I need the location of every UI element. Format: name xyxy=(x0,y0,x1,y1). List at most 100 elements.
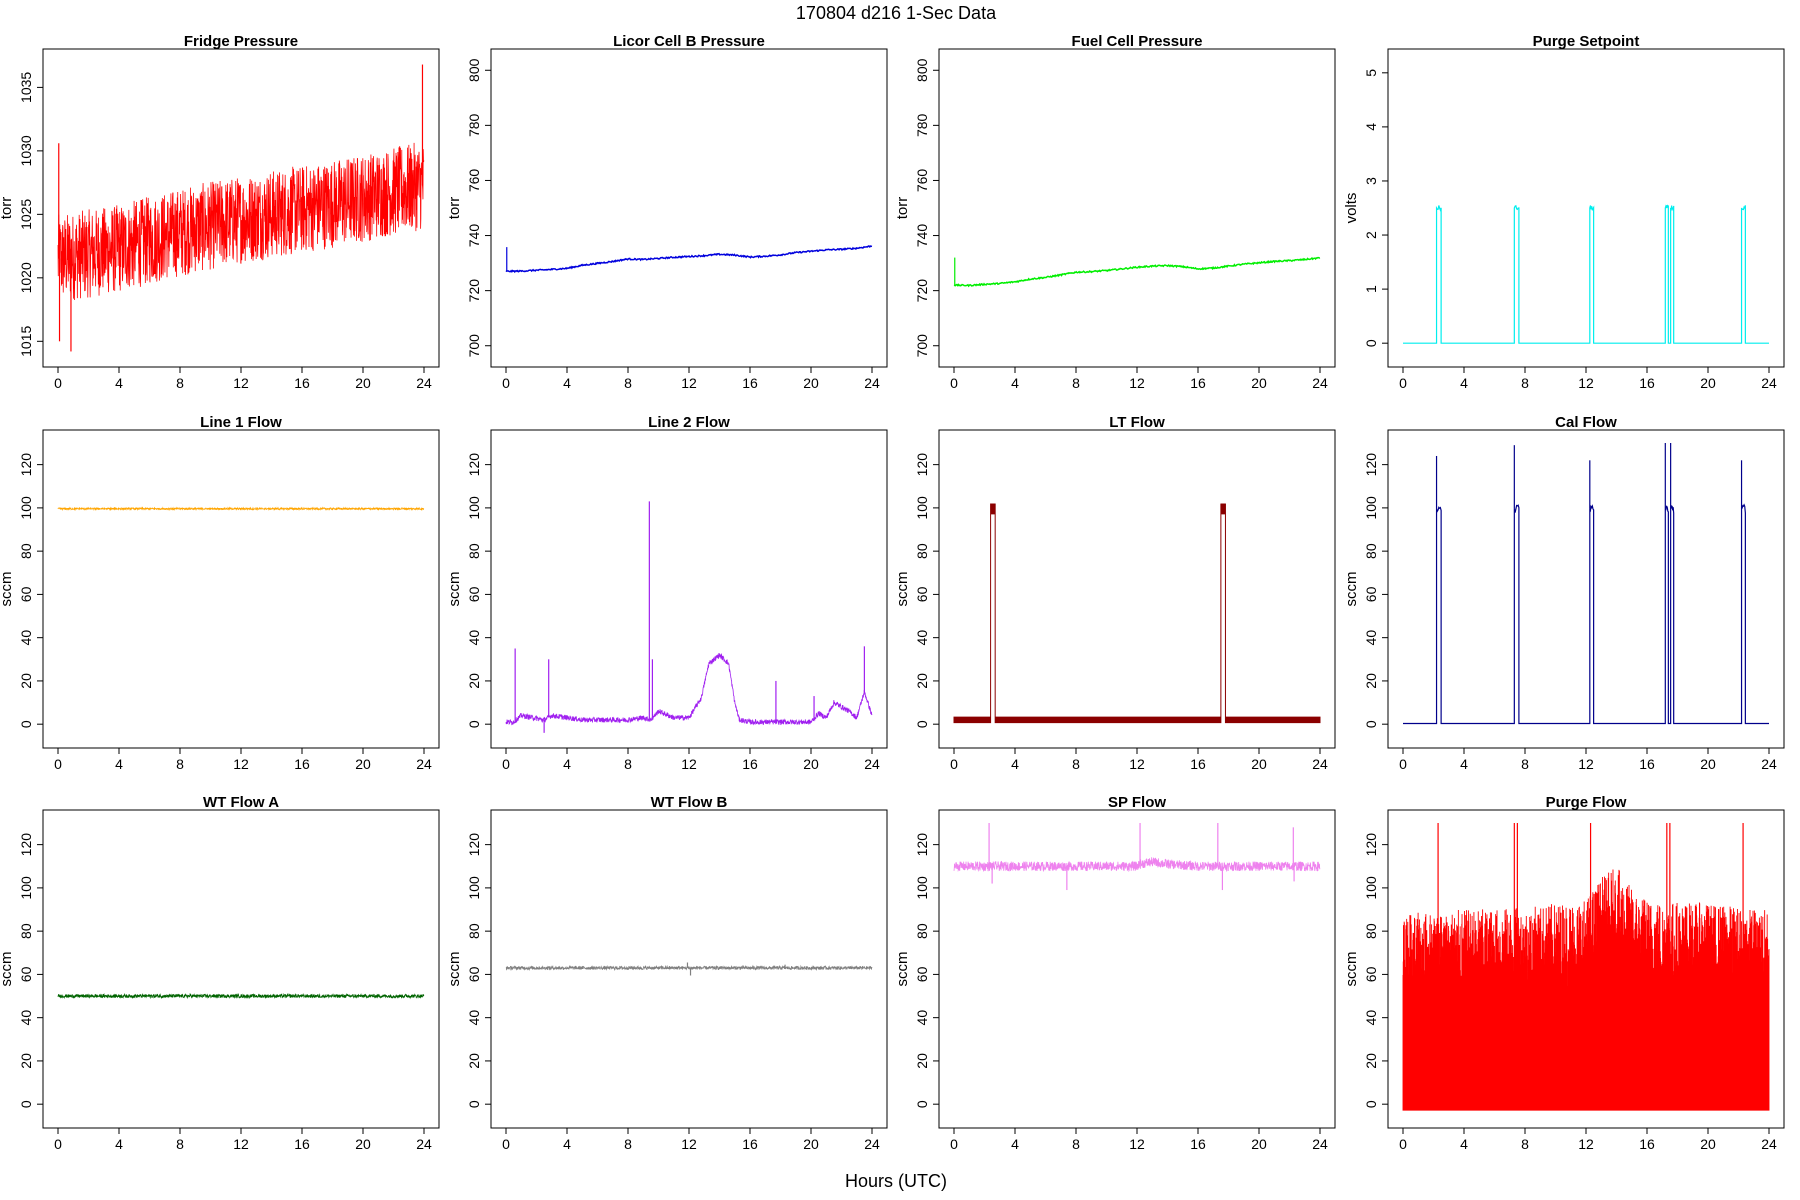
panel-6: 0 4 8 12 16 20 24 0 20 40 60 80 100 120 Line 2 Flow scc… xyxy=(446,414,888,772)
x-tick-label: 20 xyxy=(355,375,371,391)
x-tick-label: 4 xyxy=(563,756,571,772)
x-tick-label: 8 xyxy=(624,1136,632,1152)
y-tick-label: 0 xyxy=(1363,1100,1379,1108)
x-tick-label: 20 xyxy=(1700,1136,1716,1152)
x-tick-label: 20 xyxy=(803,375,819,391)
x-tick-label: 0 xyxy=(1399,1136,1407,1152)
x-tick-label: 12 xyxy=(1578,375,1594,391)
plot-area xyxy=(57,64,425,352)
series-line xyxy=(1403,204,1769,344)
x-tick-label: 16 xyxy=(1190,375,1206,391)
x-tick-label: 24 xyxy=(416,1136,432,1152)
plot-frame xyxy=(490,429,888,749)
x-tick-label: 8 xyxy=(176,375,184,391)
y-tick-label: 0 xyxy=(914,1100,930,1108)
x-tick-label: 4 xyxy=(563,1136,571,1152)
x-tick-label: 4 xyxy=(1460,756,1468,772)
y-tick-label: 0 xyxy=(1363,339,1379,347)
panel-title: Fridge Pressure xyxy=(184,33,298,50)
y-tick-label: 700 xyxy=(914,334,930,358)
plot-frame xyxy=(490,48,888,368)
y-tick-label: 100 xyxy=(18,876,34,900)
x-tick-label: 8 xyxy=(1072,1136,1080,1152)
y-tick-label: 100 xyxy=(914,496,930,520)
y-axis-label: sccm xyxy=(894,952,911,987)
x-tick-label: 24 xyxy=(864,756,880,772)
plot-area xyxy=(505,501,873,733)
y-tick-label: 20 xyxy=(914,673,930,689)
y-tick-label: 100 xyxy=(914,876,930,900)
y-tick-label: 100 xyxy=(1363,876,1379,900)
y-tick-label: 80 xyxy=(1363,543,1379,559)
y-tick-label: 20 xyxy=(466,673,482,689)
x-tick-label: 0 xyxy=(54,756,62,772)
plot-area xyxy=(953,503,1321,724)
y-axis-label: sccm xyxy=(0,952,15,987)
panel-5: 0 4 8 12 16 20 24 0 20 40 60 80 100 120 Line 1 Flow scc… xyxy=(0,414,440,772)
x-tick-label: 12 xyxy=(233,1136,249,1152)
x-tick-label: 24 xyxy=(1312,756,1328,772)
y-tick-label: 120 xyxy=(18,453,34,477)
panel-8: 0 4 8 12 16 20 24 0 20 40 60 80 100 120 Cal Flow sccm xyxy=(1343,414,1785,772)
panel-7: 0 4 8 12 16 20 24 0 20 40 60 80 100 120 LT Flow sccm xyxy=(894,414,1336,772)
x-tick-label: 24 xyxy=(416,756,432,772)
x-tick-label: 24 xyxy=(864,1136,880,1152)
panel-11: 0 4 8 12 16 20 24 0 20 40 60 80 100 120 SP Flow sccm xyxy=(894,794,1336,1152)
panel-title: Line 1 Flow xyxy=(200,414,282,431)
x-tick-label: 8 xyxy=(176,756,184,772)
x-tick-label: 8 xyxy=(624,375,632,391)
plot-area xyxy=(57,992,425,1000)
y-tick-label: 1 xyxy=(1363,285,1379,293)
y-axis-label: sccm xyxy=(894,572,911,607)
y-tick-label: 0 xyxy=(18,720,34,728)
series-band xyxy=(953,503,1321,724)
plot-frame xyxy=(938,429,1336,749)
y-tick-label: 20 xyxy=(18,1053,34,1069)
x-tick-label: 20 xyxy=(355,1136,371,1152)
panel-9: 0 4 8 12 16 20 24 0 20 40 60 80 100 120 WT Flow A sccm xyxy=(0,794,440,1152)
x-tick-label: 4 xyxy=(563,375,571,391)
y-tick-label: 0 xyxy=(1363,720,1379,728)
y-tick-label: 60 xyxy=(914,966,930,982)
panel-2: 0 4 8 12 16 20 24 700 720 740 760 780 800 Licor Cell … xyxy=(446,33,888,391)
y-tick-label: 1030 xyxy=(18,135,34,166)
plot-area xyxy=(953,256,1321,288)
y-tick-label: 120 xyxy=(1363,833,1379,857)
x-tick-label: 12 xyxy=(1129,375,1145,391)
y-tick-label: 60 xyxy=(466,586,482,602)
x-tick-label: 4 xyxy=(115,756,123,772)
y-tick-label: 1015 xyxy=(18,326,34,357)
panel-title: SP Flow xyxy=(1108,794,1166,811)
y-tick-label: 2 xyxy=(1363,231,1379,239)
y-tick-label: 0 xyxy=(18,1100,34,1108)
x-tick-label: 24 xyxy=(1761,375,1777,391)
y-tick-label: 800 xyxy=(914,58,930,82)
x-tick-label: 12 xyxy=(1129,1136,1145,1152)
y-tick-label: 60 xyxy=(466,966,482,982)
y-axis-label: sccm xyxy=(446,572,463,607)
x-tick-label: 8 xyxy=(176,1136,184,1152)
x-tick-label: 20 xyxy=(803,756,819,772)
y-tick-label: 80 xyxy=(466,543,482,559)
y-tick-label: 20 xyxy=(1363,673,1379,689)
y-tick-label: 20 xyxy=(914,1053,930,1069)
y-tick-label: 80 xyxy=(914,923,930,939)
panel-title: WT Flow A xyxy=(203,794,279,811)
panel-12: 0 4 8 12 16 20 24 0 20 40 60 80 100 120 Purge Flow sccm xyxy=(1343,794,1785,1152)
y-axis-label: sccm xyxy=(1343,572,1360,607)
y-tick-label: 60 xyxy=(18,966,34,982)
panel-title: Line 2 Flow xyxy=(648,414,730,431)
y-tick-label: 100 xyxy=(18,496,34,520)
x-tick-label: 24 xyxy=(864,375,880,391)
x-tick-label: 24 xyxy=(1312,375,1328,391)
y-tick-label: 60 xyxy=(18,586,34,602)
plot-frame xyxy=(938,809,1336,1129)
y-axis-label: sccm xyxy=(446,952,463,987)
x-tick-label: 16 xyxy=(294,756,310,772)
y-tick-label: 0 xyxy=(914,720,930,728)
x-tick-label: 4 xyxy=(1011,1136,1019,1152)
x-tick-label: 0 xyxy=(950,375,958,391)
panel-title: WT Flow B xyxy=(651,794,728,811)
